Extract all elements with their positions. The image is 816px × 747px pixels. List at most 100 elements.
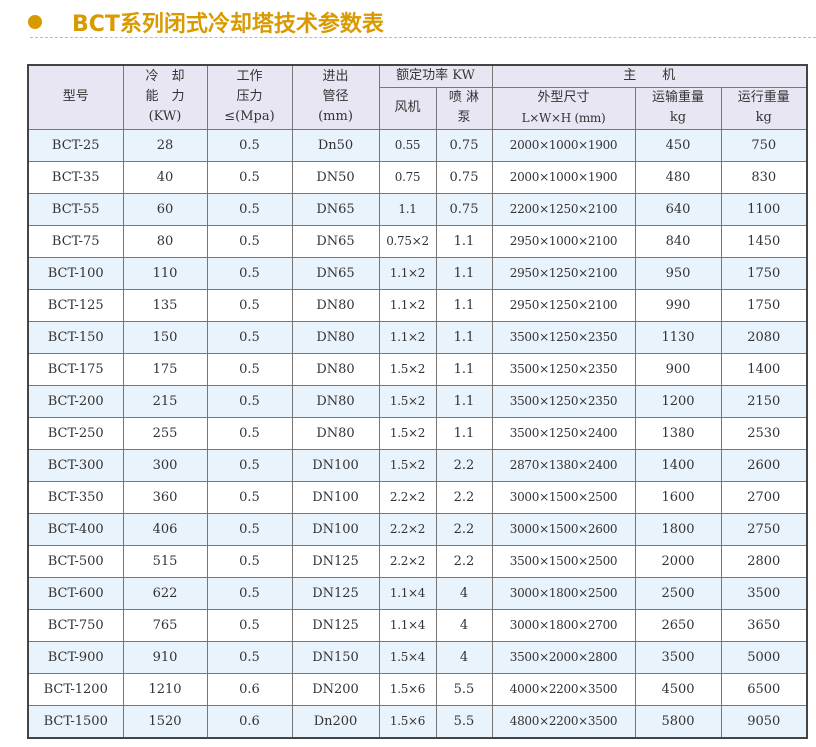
- cell-capacity: 28: [122, 128, 208, 162]
- cell-ship-weight: 1800: [634, 512, 722, 546]
- cell-pipe: DN100: [291, 448, 380, 482]
- cell-ship-weight: 1200: [634, 384, 722, 418]
- cell-capacity: 765: [122, 608, 208, 642]
- cell-ship-weight: 3500: [634, 640, 722, 674]
- cell-pipe: DN80: [291, 384, 380, 418]
- cell-fan-power: 2.2×2: [378, 480, 437, 514]
- header-line: 进出: [322, 69, 349, 85]
- title-text: BCT系列闭式冷却塔技术参数表: [72, 12, 384, 37]
- spec-table: 型号 冷 却能 力 (KW) 工作 压力 ≤(Mpa) 进出 管径 (mm) 额定功率 K…: [27, 64, 809, 739]
- cell-capacity: 1210: [122, 672, 208, 706]
- header-line: 冷 却: [145, 69, 185, 85]
- cell-run-weight: 1100: [720, 192, 808, 226]
- header-line: ≤(Mpa): [224, 109, 275, 125]
- table-row: BCT-125 135 0.5 DN80 1.1×2 1.1 2950×1250×2100 9…: [27, 288, 808, 322]
- header-line: (KW): [148, 109, 182, 125]
- cell-pipe: DN80: [291, 352, 380, 386]
- cell-dimensions: 3000×1800×2500: [491, 576, 636, 610]
- cell-capacity: 80: [122, 224, 208, 258]
- cell-pipe: DN80: [291, 416, 380, 450]
- cell-pipe: DN150: [291, 640, 380, 674]
- cell-ship-weight: 450: [634, 128, 722, 162]
- cell-capacity: 215: [122, 384, 208, 418]
- cell-model: BCT-1200: [27, 672, 124, 706]
- cell-fan-power: 1.1×2: [378, 288, 437, 322]
- table-row: BCT-600 622 0.5 DN125 1.1×4 4 3000×1800×2500 25…: [27, 576, 808, 610]
- cell-fan-power: 1.1×2: [378, 320, 437, 354]
- cell-model: BCT-150: [27, 320, 124, 354]
- cell-pressure: 0.5: [206, 288, 293, 322]
- cell-pipe: DN80: [291, 320, 380, 354]
- header-run-weight: 运行重量 kg: [720, 86, 808, 130]
- header-line: (mm): [318, 109, 353, 125]
- cell-dimensions: 3000×1800×2700: [491, 608, 636, 642]
- cell-pipe: DN65: [291, 192, 380, 226]
- cell-run-weight: 1400: [720, 352, 808, 386]
- table-row: BCT-900 910 0.5 DN150 1.5×4 4 3500×2000×2800 35…: [27, 640, 808, 674]
- cell-ship-weight: 4500: [634, 672, 722, 706]
- header-line: 喷 淋: [448, 90, 480, 105]
- cell-pump-power: 1.1: [435, 320, 493, 354]
- cell-capacity: 135: [122, 288, 208, 322]
- cell-pump-power: 4: [435, 640, 493, 674]
- cell-run-weight: 9050: [720, 704, 808, 738]
- cell-capacity: 622: [122, 576, 208, 610]
- header-capacity: 冷 却能 力 (KW): [122, 64, 208, 130]
- cell-run-weight: 2600: [720, 448, 808, 482]
- cell-pipe: Dn200: [291, 704, 380, 738]
- cell-pump-power: 1.1: [435, 352, 493, 386]
- table-row: BCT-350 360 0.5 DN100 2.2×2 2.2 3000×1500×2500…: [27, 480, 808, 514]
- cell-model: BCT-125: [27, 288, 124, 322]
- cell-pump-power: 5.5: [435, 672, 493, 706]
- cell-pump-power: 2.2: [435, 544, 493, 578]
- cell-model: BCT-75: [27, 224, 124, 258]
- header-pressure: 工作 压力 ≤(Mpa): [206, 64, 293, 130]
- cell-run-weight: 1750: [720, 256, 808, 290]
- cell-ship-weight: 1400: [634, 448, 722, 482]
- cell-model: BCT-1500: [27, 704, 124, 738]
- cell-fan-power: 1.5×2: [378, 384, 437, 418]
- cell-capacity: 150: [122, 320, 208, 354]
- cell-pipe: DN100: [291, 512, 380, 546]
- cell-capacity: 255: [122, 416, 208, 450]
- cell-dimensions: 2000×1000×1900: [491, 128, 636, 162]
- cell-dimensions: 3500×1250×2350: [491, 320, 636, 354]
- table-row: BCT-250 255 0.5 DN80 1.5×2 1.1 3500×1250×2400 1…: [27, 416, 808, 450]
- cell-pressure: 0.5: [206, 512, 293, 546]
- cell-fan-power: 1.5×6: [378, 672, 437, 706]
- header-line: kg: [669, 110, 687, 125]
- cell-dimensions: 3500×2000×2800: [491, 640, 636, 674]
- cell-model: BCT-400: [27, 512, 124, 546]
- cell-pressure: 0.5: [206, 128, 293, 162]
- cell-pressure: 0.6: [206, 672, 293, 706]
- header-line: 泵: [457, 110, 471, 125]
- cell-dimensions: 3500×1250×2400: [491, 416, 636, 450]
- header-line: 压力: [236, 89, 263, 105]
- cell-run-weight: 2530: [720, 416, 808, 450]
- cell-fan-power: 1.1×4: [378, 608, 437, 642]
- cell-pressure: 0.5: [206, 544, 293, 578]
- table-row: BCT-1500 1520 0.6 Dn200 1.5×6 5.5 4800×2200×35…: [27, 704, 808, 738]
- cell-ship-weight: 480: [634, 160, 722, 194]
- table-row: BCT-25 28 0.5 Dn50 0.55 0.75 2000×1000×1900 450…: [27, 128, 808, 162]
- cell-fan-power: 0.75: [378, 160, 437, 194]
- cell-dimensions: 3500×1250×2350: [491, 352, 636, 386]
- cell-ship-weight: 2650: [634, 608, 722, 642]
- cell-pump-power: 4: [435, 608, 493, 642]
- cell-ship-weight: 990: [634, 288, 722, 322]
- cell-dimensions: 2200×1250×2100: [491, 192, 636, 226]
- header-pump: 喷 淋泵: [435, 86, 493, 130]
- cell-ship-weight: 5800: [634, 704, 722, 738]
- header-line: 管径: [322, 89, 349, 105]
- cell-run-weight: 6500: [720, 672, 808, 706]
- cell-pump-power: 0.75: [435, 192, 493, 226]
- cell-capacity: 300: [122, 448, 208, 482]
- table-row: BCT-100 110 0.5 DN65 1.1×2 1.1 2950×1250×2100 9…: [27, 256, 808, 290]
- cell-model: BCT-175: [27, 352, 124, 386]
- bullet-icon: [28, 15, 42, 29]
- cell-ship-weight: 840: [634, 224, 722, 258]
- page-title: BCT系列闭式冷却塔技术参数表: [28, 6, 384, 38]
- header-line: 能 力: [145, 89, 185, 105]
- cell-model: BCT-600: [27, 576, 124, 610]
- cell-pump-power: 1.1: [435, 384, 493, 418]
